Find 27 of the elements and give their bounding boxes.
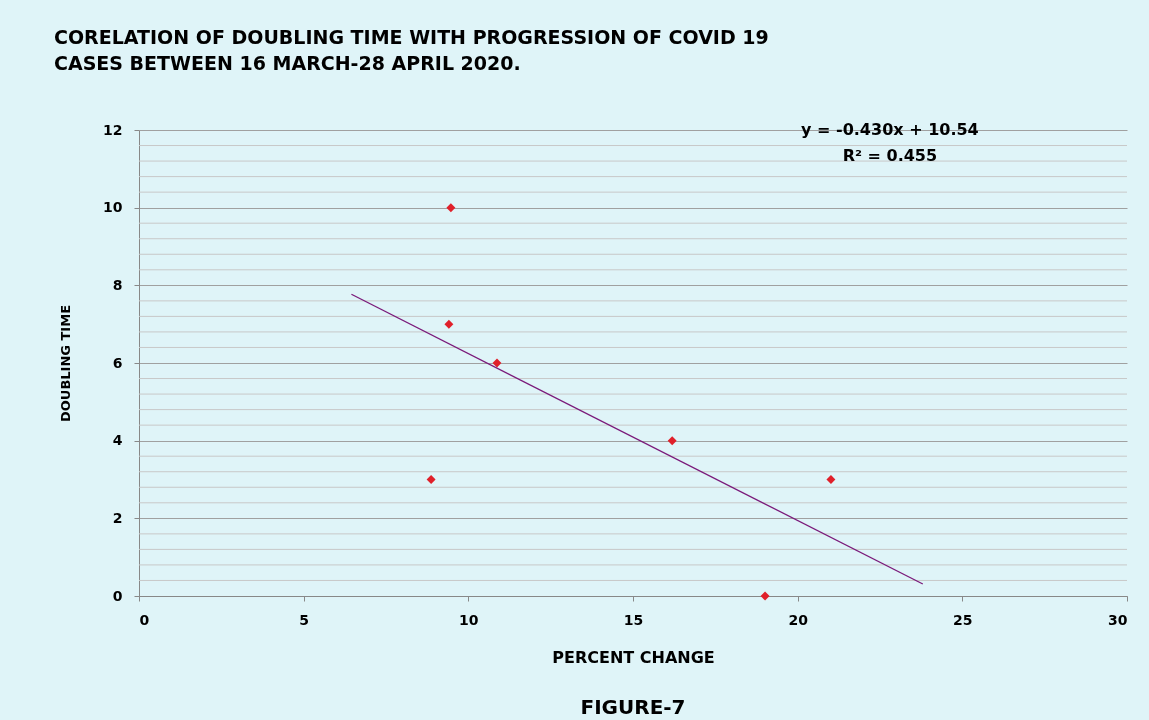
y-tick-label: 0 xyxy=(112,587,123,604)
point xyxy=(667,436,677,446)
annotation: y = -0.430x + 10.54 xyxy=(801,120,979,139)
y-tick-label: 2 xyxy=(112,509,123,526)
x-tick-label: 30 xyxy=(1108,611,1128,628)
y-tick-label: 4 xyxy=(112,432,123,449)
point xyxy=(446,203,456,213)
y-tick-label: 12 xyxy=(103,121,123,138)
y-tick-label: 10 xyxy=(103,199,123,216)
x-tick-label: 0 xyxy=(139,611,150,628)
point xyxy=(492,358,502,368)
annotation: R² = 0.455 xyxy=(842,146,938,165)
y-tick-label: 6 xyxy=(112,354,123,371)
x-tick-label: 5 xyxy=(299,611,310,628)
x-tick-label: 15 xyxy=(623,611,644,628)
point xyxy=(426,475,436,484)
y-axis-title: DOUBLING TIME xyxy=(58,304,74,423)
x-tick-label: 20 xyxy=(788,611,809,628)
point xyxy=(826,475,836,484)
x-tick-label: 25 xyxy=(953,611,973,628)
point xyxy=(760,591,770,601)
point xyxy=(444,319,454,329)
chart-title: CORELATION OF DOUBLING TIME WITH PROGRESSION OF COVID 19 CASES BETWEEN 16 MARCH-28 APRIL 2020. xyxy=(54,26,769,74)
y-tick-label: 8 xyxy=(112,276,123,293)
x-tick-label: 10 xyxy=(459,611,479,628)
text: FIGURE-7 xyxy=(580,695,686,719)
x-axis-title: PERCENT CHANGE xyxy=(552,647,715,667)
